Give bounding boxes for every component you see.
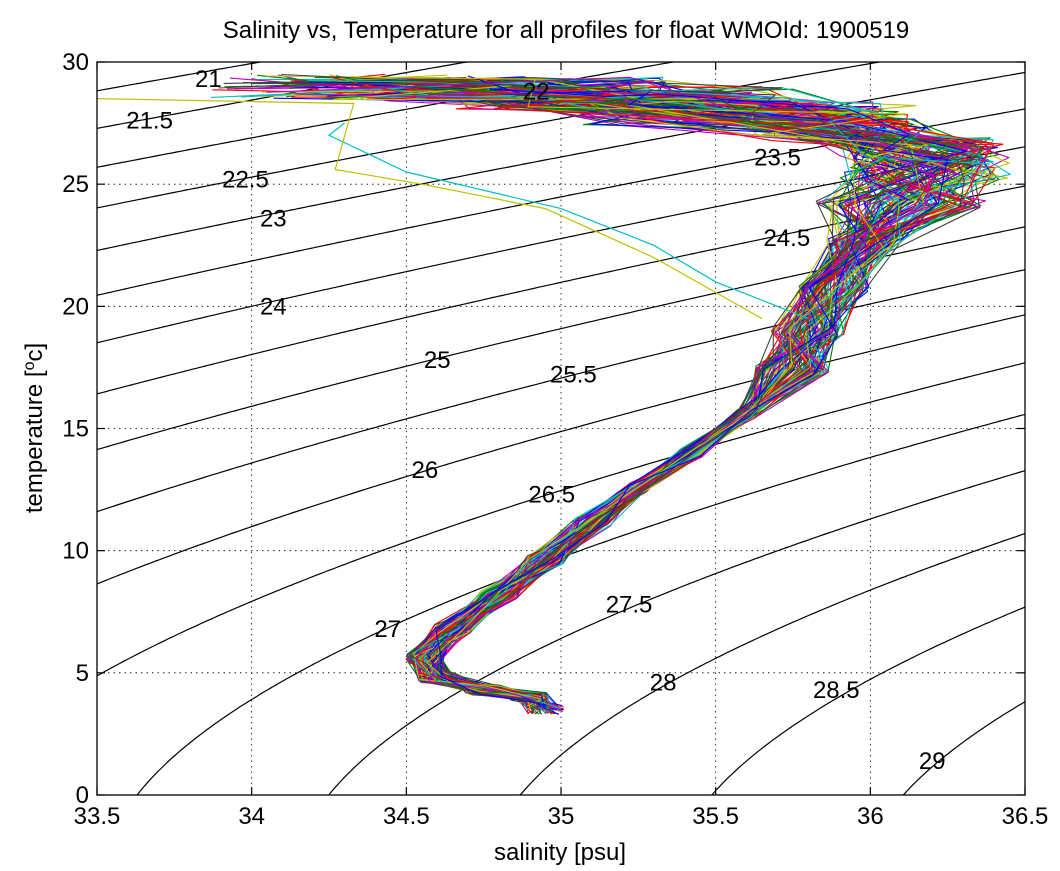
contour-label: 24 (260, 293, 287, 320)
float-profile (435, 88, 948, 706)
float-profile (417, 85, 892, 714)
float-profile (347, 94, 1012, 713)
float-profile (351, 79, 983, 709)
float-profile (418, 77, 994, 712)
contour-label: 25 (424, 347, 451, 374)
float-profile (224, 79, 954, 711)
density-contour-23 (97, 71, 1025, 252)
float-profile (422, 92, 887, 709)
float-profile (415, 90, 974, 706)
float-profile (351, 76, 913, 707)
float-profile-outlier (327, 122, 809, 320)
contour-label: 23.5 (754, 144, 801, 171)
x-axis-label: salinity [psu] (494, 839, 626, 866)
contour-label: 24.5 (763, 225, 810, 252)
float-profile (427, 93, 959, 712)
density-contour-21-5 (97, 62, 471, 129)
x-tick-label: 34.5 (383, 803, 430, 830)
contour-label: 21 (195, 66, 222, 93)
contour-label: 28 (650, 670, 677, 697)
float-profile-outlier (97, 98, 763, 320)
axis-ticks: 33.5 34 34.5 35 35.5 36 36.5 0 5 10 15 20 25 30 (62, 49, 1048, 830)
contour-label: 25.5 (550, 362, 597, 389)
y-axis-label-end: c] (21, 343, 48, 362)
float-profile (432, 80, 904, 708)
density-contour-21 (97, 62, 264, 92)
float-profile (210, 76, 933, 709)
contour-label: 28.5 (813, 677, 860, 704)
x-tick-label: 33.5 (74, 803, 121, 830)
float-profile (425, 88, 874, 714)
y-axis-label-superscript: o (21, 361, 38, 370)
x-tick-label: 36 (857, 803, 884, 830)
float-profile (424, 88, 995, 708)
x-tick-label: 35.5 (692, 803, 739, 830)
float-profile (281, 73, 965, 713)
float-profile (266, 76, 935, 711)
float-profiles (97, 73, 1012, 715)
y-axis-label-main: temperature [ (21, 370, 48, 513)
float-profile (419, 88, 930, 708)
y-tick-label: 10 (62, 538, 89, 565)
contour-label: 27.5 (606, 591, 653, 618)
chart-title: Salinity vs, Temperature for all profile… (223, 17, 910, 44)
float-profile (425, 80, 934, 714)
y-tick-label: 5 (76, 660, 89, 687)
y-tick-label: 20 (62, 293, 89, 320)
density-contour-26 (97, 314, 1025, 585)
float-profile (307, 79, 991, 710)
contour-label: 21.5 (126, 108, 173, 135)
contour-label: 26.5 (528, 481, 575, 508)
contour-label: 27 (374, 616, 401, 643)
float-profile (401, 86, 910, 714)
contour-label: 22 (523, 78, 550, 105)
float-profile (432, 85, 982, 710)
float-profile (252, 78, 918, 715)
y-axis-label: temperature [oc] (21, 343, 49, 513)
density-contour-29 (902, 701, 1025, 795)
contour-label: 22.5 (222, 166, 269, 193)
y-tick-label: 15 (62, 416, 89, 443)
x-tick-label: 34 (238, 803, 265, 830)
float-profile (416, 90, 992, 711)
float-profile (428, 89, 889, 707)
density-contour-28-5 (711, 606, 1025, 795)
float-profile (257, 74, 915, 714)
contour-label: 26 (412, 457, 439, 484)
y-tick-label: 25 (62, 171, 89, 198)
density-contour-27-5 (327, 470, 1025, 795)
float-profile (409, 93, 982, 707)
x-tick-label: 35 (548, 803, 575, 830)
y-tick-label: 0 (76, 782, 89, 809)
float-profile (229, 77, 951, 709)
float-profile (250, 81, 938, 711)
density-contour-27 (136, 413, 1025, 795)
y-tick-label: 30 (62, 49, 89, 76)
contour-labels: 21 21.5 22 22.5 23 23.5 24 24.5 25 25.5 26 26.5 27 27… (126, 66, 945, 775)
density-contour-26-5 (97, 362, 1025, 677)
x-tick-label: 36.5 (1002, 803, 1049, 830)
float-profile (234, 80, 917, 709)
density-contour-25-5 (97, 269, 1025, 513)
float-profile (422, 77, 994, 709)
density-contour-28 (519, 533, 1025, 795)
contour-label: 29 (919, 748, 946, 775)
float-profile (223, 77, 925, 706)
contour-label: 23 (260, 205, 287, 232)
